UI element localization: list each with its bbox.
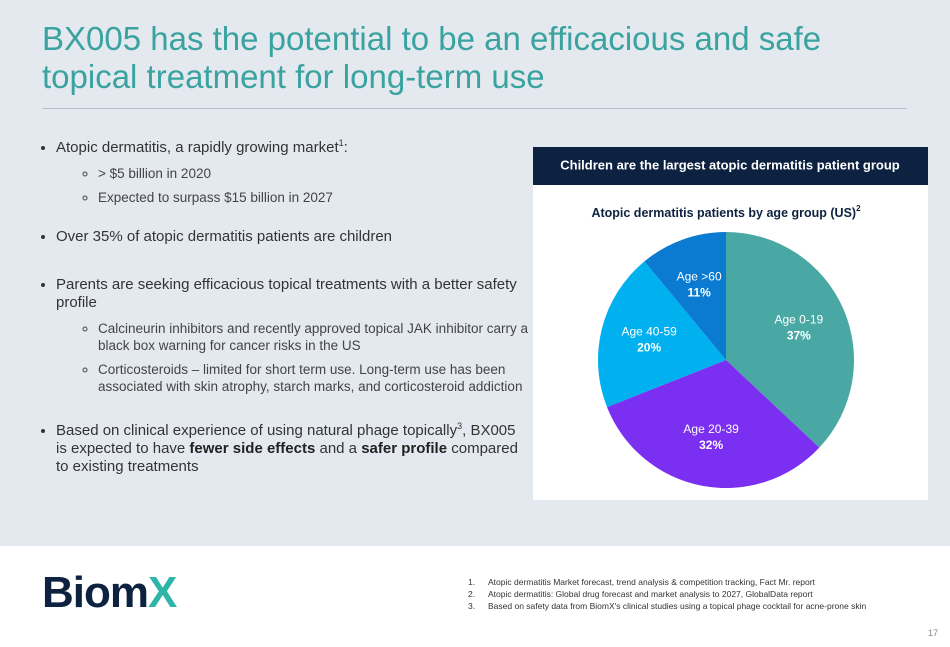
bullet-text: , BX005 is expected to have [56,422,516,457]
bullet-text: Atopic dermatitis, a rapidly growing mar… [56,139,339,156]
chart-title: Atopic dermatitis patients by age group … [591,204,861,220]
panel-header-text: Children are the largest atopic dermatit… [560,157,900,172]
footnote-number: 3. [468,601,476,611]
footnote: 2. Atopic dermatitis: Global drug forecas… [468,588,866,600]
slice-value-label: 32% [699,438,723,452]
bullet-text: Parents are seeking efficacious topical … [56,276,517,311]
sub-bullet: Calcineurin inhibitors and recently appr… [98,320,528,354]
page-number: 17 [927,628,938,638]
bullet-text: Over 35% of atopic dermatitis patients a… [56,228,392,245]
pie-slice [606,360,820,488]
emphasis: fewer side effects [189,440,316,457]
footnote-text: Atopic dermatitis Market forecast, trend… [488,577,815,587]
emphasis: safer profile [361,440,448,457]
slice-label: Age 40-59 [621,324,677,338]
footnote-ref: 2 [856,204,861,213]
footnote-ref: 3 [457,421,463,431]
slice-value-label: 37% [787,329,811,343]
bullet-text: compared to existing treatments [56,440,518,475]
chart-title-text: Atopic dermatitis patients by age group … [591,206,856,220]
chart-panel: Children are the largest atopic dermatit… [533,147,928,500]
bullet-text: and a [315,440,362,457]
slice-value-label: 20% [637,340,661,354]
footnote: 1. Atopic dermatitis Market forecast, tre… [468,576,866,588]
panel-header [533,147,928,185]
logo: BiomX [42,568,177,618]
footnote: 3. Based on safety data from BiomX's clin… [468,600,866,612]
logo-x: X [148,568,177,617]
footnotes: 1. Atopic dermatitis Market forecast, tre… [468,576,866,612]
pie-slice [644,232,726,360]
slice-value-label: 11% [687,286,711,300]
logo-text: Biom [42,568,149,617]
bullet: Based on clinical experience of using na… [56,417,528,476]
slice-label: Age 0-19 [774,313,823,327]
bullet: Parents are seeking efficacious topical … [56,276,528,395]
sub-bullet: Corticosteroids – limited for short term… [98,361,528,395]
pie-slice [598,261,726,408]
bullet-text: Based on clinical experience of using na… [56,422,458,439]
sub-bullet: > $5 billion in 2020 [98,165,528,182]
bullet: Over 35% of atopic dermatitis patients a… [56,228,528,246]
bullet: Atopic dermatitis, a rapidly growing mar… [56,134,528,206]
footnote-ref: 1 [338,138,344,148]
footnote-text: Atopic dermatitis: Global drug forecast … [488,589,813,599]
footnote-number: 2. [468,589,476,599]
title-rule [42,108,907,109]
slide-title: BX005 has the potential to be an efficac… [42,20,822,95]
footnote-text: Based on safety data from BiomX's clinic… [488,601,867,611]
slice-label: Age 20-39 [683,422,739,436]
sub-bullet: Expected to surpass $15 billion in 2027 [98,189,528,206]
slice-label: Age >60 [677,270,722,284]
footnote-number: 1. [468,577,476,587]
pie-slice [726,232,854,448]
bullet-list: Atopic dermatitis, a rapidly growing mar… [38,134,528,498]
bullet-text: : [343,139,348,156]
